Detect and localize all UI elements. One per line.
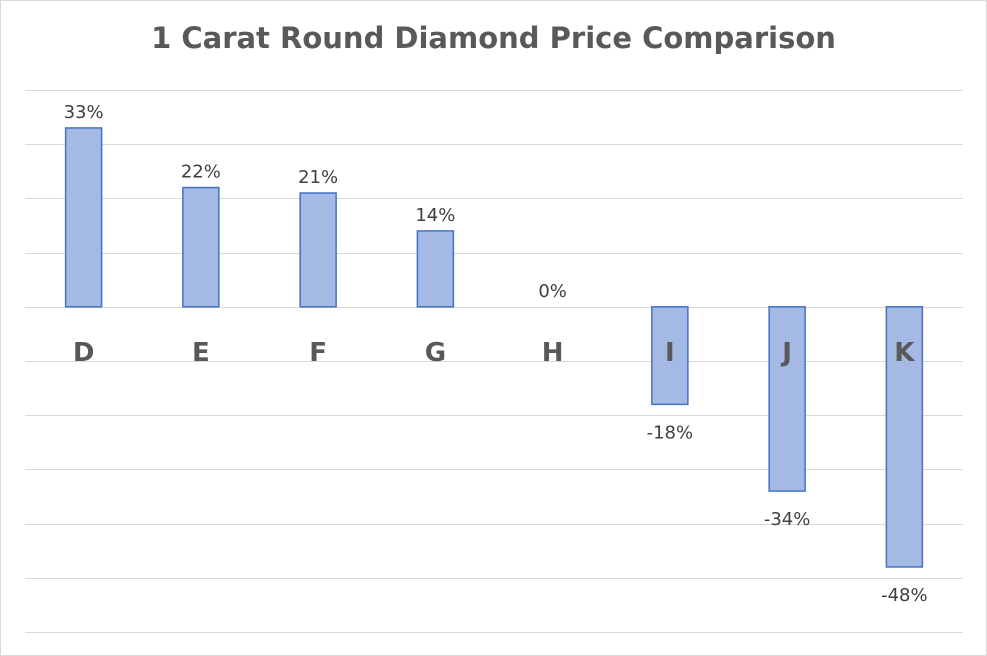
data-labels: 33% 22% 21% 14% 0% -18% -34% -48%: [64, 102, 928, 606]
data-label-g: 14%: [415, 205, 455, 226]
bar-d: [64, 127, 103, 308]
data-label-f: 21%: [298, 167, 338, 188]
chart-title: 1 Carat Round Diamond Price Comparison: [151, 21, 836, 55]
data-label-h: 0%: [538, 281, 567, 302]
bar-j: [768, 306, 806, 492]
category-label-e: E: [192, 338, 210, 368]
category-label-i: I: [665, 338, 675, 368]
bar-k: [885, 306, 924, 568]
gridlines: [25, 90, 963, 633]
data-label-e: 22%: [181, 162, 221, 183]
category-label-j: J: [780, 338, 792, 368]
bar-g: [416, 230, 455, 308]
category-labels: D E F G H I J K: [73, 338, 915, 368]
category-label-d: D: [73, 338, 95, 368]
data-label-d: 33%: [64, 102, 104, 123]
bar-i: [651, 306, 689, 406]
category-label-g: G: [425, 338, 446, 368]
data-label-k: -48%: [881, 585, 928, 606]
bars: [64, 127, 924, 568]
category-label-k: K: [894, 338, 915, 368]
bar-f: [299, 192, 337, 308]
bar-e: [182, 186, 220, 308]
category-label-f: F: [309, 338, 327, 368]
data-label-j: -34%: [764, 509, 811, 530]
category-label-h: H: [542, 338, 564, 368]
data-label-i: -18%: [647, 422, 694, 443]
